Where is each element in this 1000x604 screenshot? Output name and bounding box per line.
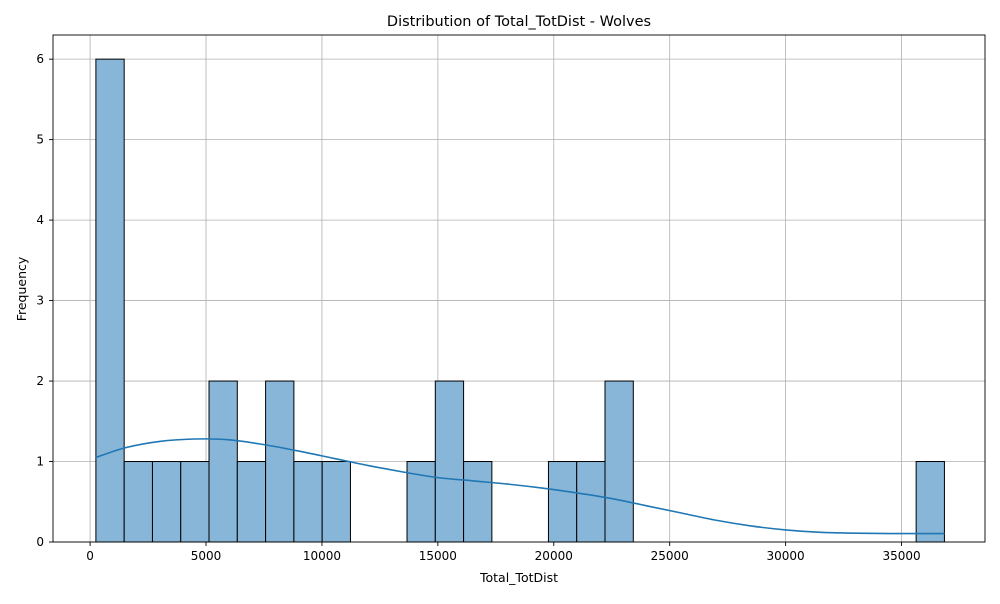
histogram-bar [293, 461, 323, 543]
grid-lines [53, 35, 985, 543]
y-tick-label: 1 [36, 455, 44, 469]
y-tick-label: 0 [36, 535, 44, 549]
histogram-bar [463, 461, 493, 543]
x-axis-label: Total_TotDist [479, 570, 558, 585]
histogram-bar [547, 461, 578, 543]
x-tick-label: 5000 [191, 549, 222, 563]
histogram-bar [604, 380, 634, 543]
histogram-bar [576, 461, 606, 543]
histogram-bar [434, 380, 465, 543]
x-tick-label: 30000 [767, 549, 805, 563]
histogram-bar [915, 461, 945, 543]
y-tick-label: 4 [36, 213, 44, 227]
y-tick-label: 5 [36, 133, 44, 147]
x-tick-label: 0 [86, 549, 94, 563]
histogram-bars [95, 58, 945, 543]
y-axis-label: Frequency [14, 256, 29, 321]
histogram-bar [236, 461, 267, 543]
histogram-bar [321, 461, 351, 543]
kde-curve [95, 438, 945, 535]
axes [52, 34, 986, 543]
histogram-bar [180, 461, 210, 543]
x-tick-label: 15000 [419, 549, 457, 563]
plot-frame [52, 34, 986, 543]
y-tick-label: 6 [36, 52, 44, 66]
histogram-bar [265, 380, 295, 543]
x-tick-label: 10000 [303, 549, 341, 563]
y-tick-label: 2 [36, 374, 44, 388]
x-tick-label: 25000 [651, 549, 689, 563]
histogram-bar [151, 461, 182, 543]
tick-labels: 0 5000 10000 15000 20000 25000 30000 35000 0 1 2 3 4… [36, 52, 920, 563]
histogram-bar [95, 58, 125, 543]
y-tick-label: 3 [36, 294, 44, 308]
x-tick-label: 35000 [882, 549, 920, 563]
x-tick-label: 20000 [535, 549, 573, 563]
kde-curve-group [95, 438, 945, 535]
chart-title: Distribution of Total_TotDist - Wolves [387, 14, 651, 30]
histogram-bar [208, 380, 238, 543]
histogram-bar [123, 461, 153, 543]
